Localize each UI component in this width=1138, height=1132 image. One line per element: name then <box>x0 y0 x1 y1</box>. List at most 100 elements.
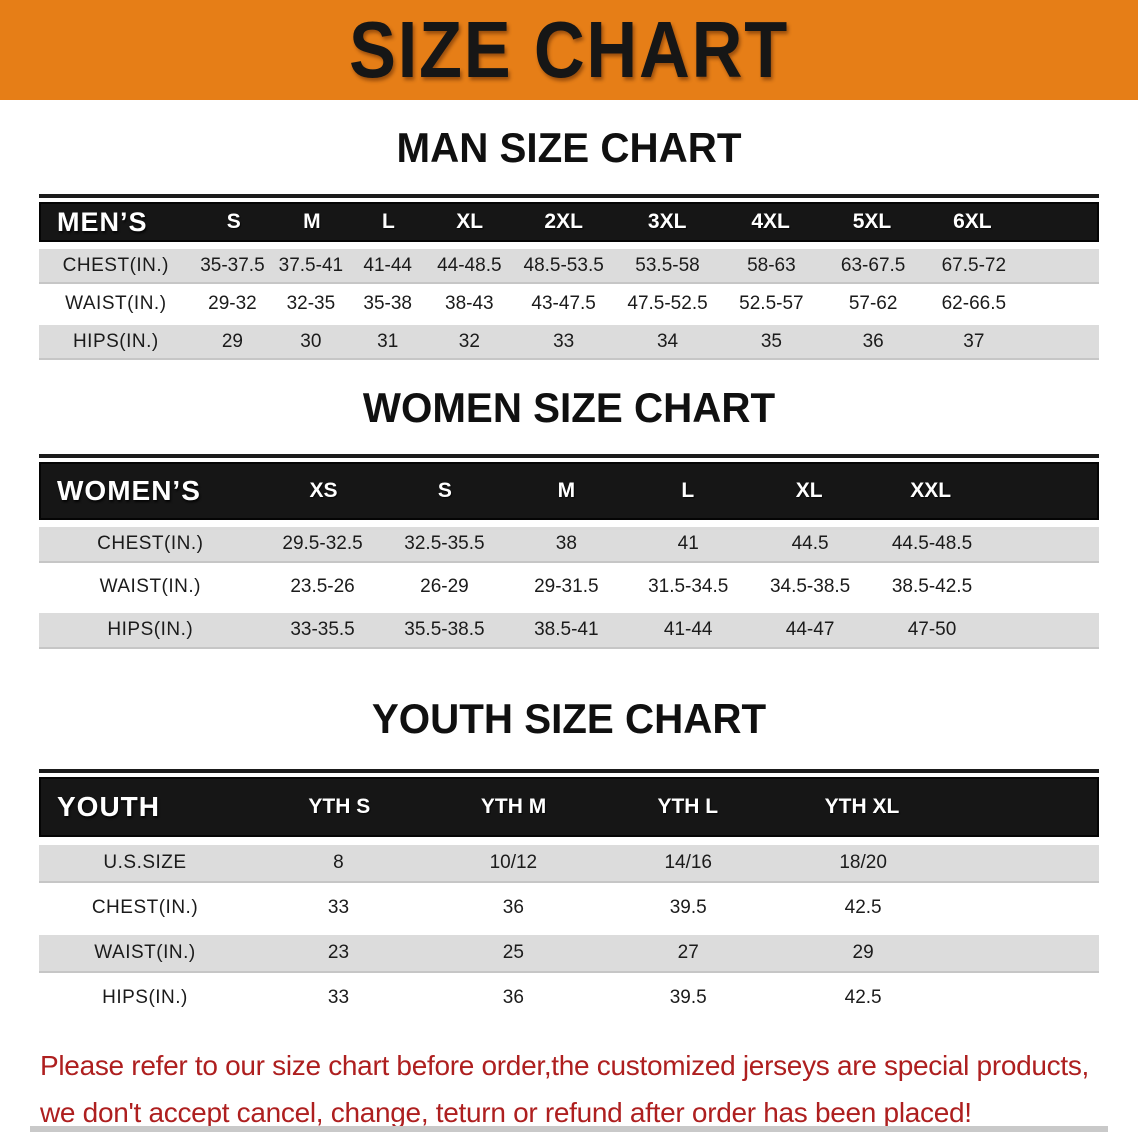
column-header-xxl: XXL <box>910 479 952 502</box>
youth-size-section: YOUTH SIZE CHART YOUTH YTH S YTH M YTH L… <box>0 695 1138 1016</box>
size-value: 10/12 <box>489 852 538 873</box>
size-value: 27 <box>677 942 699 963</box>
size-value: 38 <box>555 533 577 554</box>
row-label: WAIST(IN.) <box>65 292 167 314</box>
men-size-section: MAN SIZE CHART MEN’S S M L XL 2XL 3XL 4X… <box>0 124 1138 358</box>
table-top-rule <box>39 769 1099 773</box>
size-value: 29-31.5 <box>534 576 599 597</box>
youth-table-title: YOUTH <box>57 791 160 822</box>
size-value: 35-38 <box>363 292 413 314</box>
women-waist-row: WAIST(IN.) 23.5-26 26-29 29-31.5 31.5-34… <box>39 570 1099 604</box>
size-value: 31 <box>377 330 399 352</box>
men-chest-row: CHEST(IN.) 35-37.5 37.5-41 41-44 44-48.5… <box>39 249 1099 282</box>
size-value: 34.5-38.5 <box>769 576 851 597</box>
women-size-table: WOMEN’S XS S M L XL XXL CHEST(IN.) 29.5-… <box>39 454 1099 647</box>
column-header-xl: XL <box>456 210 484 233</box>
size-value: 44-48.5 <box>437 254 502 276</box>
row-label: WAIST(IN.) <box>99 576 201 597</box>
size-value: 36 <box>502 897 524 918</box>
size-value: 33 <box>327 987 350 1008</box>
men-table-title: MEN’S <box>57 206 148 237</box>
youth-waist-row: WAIST(IN.) 23 25 27 29 <box>39 935 1099 971</box>
size-value: 44.5 <box>791 533 829 554</box>
size-value: 58-63 <box>747 254 796 276</box>
size-value: 37 <box>963 330 985 352</box>
row-label: U.S.SIZE <box>103 852 187 873</box>
row-label: HIPS(IN.) <box>102 987 188 1008</box>
size-value: 53.5-58 <box>635 254 700 276</box>
size-value: 35.5-38.5 <box>404 619 485 640</box>
youth-size-table: YOUTH YTH S YTH M YTH L YTH XL U.S.SIZE … <box>39 769 1099 1016</box>
size-value: 63-67.5 <box>840 254 906 276</box>
row-label: HIPS(IN.) <box>72 330 159 352</box>
column-header-xs: XS <box>309 479 338 502</box>
youth-hips-row: HIPS(IN.) 33 36 39.5 42.5 <box>39 980 1099 1016</box>
size-value: 33 <box>327 897 350 918</box>
size-chart-banner: SIZE CHART <box>0 0 1138 100</box>
size-value: 30 <box>300 330 322 352</box>
row-label: CHEST(IN.) <box>97 533 204 554</box>
size-value: 57-62 <box>848 292 898 314</box>
footer-notice: Please refer to our size chart before or… <box>40 1042 1138 1132</box>
men-size-table: MEN’S S M L XL 2XL 3XL 4XL 5XL 6XL CHEST… <box>39 194 1099 358</box>
size-value: 32-35 <box>286 292 336 314</box>
size-value: 62-66.5 <box>941 292 1007 314</box>
table-top-rule <box>39 454 1099 458</box>
women-table-title: WOMEN’S <box>57 475 201 506</box>
size-value: 26-29 <box>420 576 469 597</box>
column-header-4xl: 4XL <box>751 210 790 233</box>
youth-section-heading: YOUTH SIZE CHART <box>371 695 767 742</box>
column-header-s: S <box>226 210 241 233</box>
size-value: 42.5 <box>844 987 882 1008</box>
row-label: CHEST(IN.) <box>62 254 169 276</box>
size-value: 33-35.5 <box>290 619 355 640</box>
size-value: 38.5-41 <box>534 619 599 640</box>
column-header-m: M <box>303 210 321 233</box>
women-section-heading: WOMEN SIZE CHART <box>362 384 776 431</box>
size-value: 47-50 <box>907 619 957 640</box>
youth-table-header-row: YOUTH YTH S YTH M YTH L YTH XL <box>39 777 1099 837</box>
size-value: 44.5-48.5 <box>891 533 973 554</box>
column-header-xl: XL <box>795 479 823 502</box>
size-value: 31.5-34.5 <box>648 576 729 597</box>
column-header-6xl: 6XL <box>953 210 992 233</box>
size-value: 29-32 <box>208 292 257 314</box>
size-value: 39.5 <box>669 897 707 918</box>
size-value: 52.5-57 <box>739 292 804 314</box>
column-header-s: S <box>437 479 452 502</box>
size-value: 39.5 <box>669 987 707 1008</box>
column-header-yth-xl: YTH XL <box>824 795 900 818</box>
column-header-3xl: 3XL <box>647 210 687 233</box>
column-header-yth-s: YTH S <box>308 795 371 818</box>
size-value: 38-43 <box>445 292 494 314</box>
size-value: 33 <box>553 330 575 352</box>
size-value: 43-47.5 <box>531 292 596 314</box>
size-value: 47.5-52.5 <box>627 292 708 314</box>
size-value: 29 <box>221 330 243 352</box>
size-value: 14/16 <box>664 852 712 873</box>
size-value: 32.5-35.5 <box>404 533 485 554</box>
row-label: HIPS(IN.) <box>107 619 194 640</box>
notice-line-1: Please refer to our size chart before or… <box>40 1050 1090 1081</box>
size-value: 41-44 <box>363 254 413 276</box>
size-value: 18/20 <box>839 852 887 873</box>
column-header-l: L <box>381 210 395 233</box>
size-value: 41-44 <box>663 619 713 640</box>
men-section-heading: MAN SIZE CHART <box>396 124 742 171</box>
size-value: 36 <box>502 987 524 1008</box>
size-value: 42.5 <box>844 897 882 918</box>
column-header-2xl: 2XL <box>544 210 583 233</box>
size-value: 44-47 <box>785 619 835 640</box>
size-value: 29 <box>852 942 874 963</box>
size-value: 23.5-26 <box>290 576 355 597</box>
youth-chest-row: CHEST(IN.) 33 36 39.5 42.5 <box>39 890 1099 926</box>
women-hips-row: HIPS(IN.) 33-35.5 35.5-38.5 38.5-41 41-4… <box>39 613 1099 647</box>
men-waist-row: WAIST(IN.) 29-32 32-35 35-38 38-43 43-47… <box>39 287 1099 320</box>
size-value: 23 <box>327 942 350 963</box>
row-label: WAIST(IN.) <box>94 942 196 963</box>
banner-title: SIZE CHART <box>349 5 789 94</box>
women-table-header-row: WOMEN’S XS S M L XL XXL <box>39 462 1099 520</box>
size-value: 29.5-32.5 <box>282 533 363 554</box>
size-value: 8 <box>333 852 344 873</box>
